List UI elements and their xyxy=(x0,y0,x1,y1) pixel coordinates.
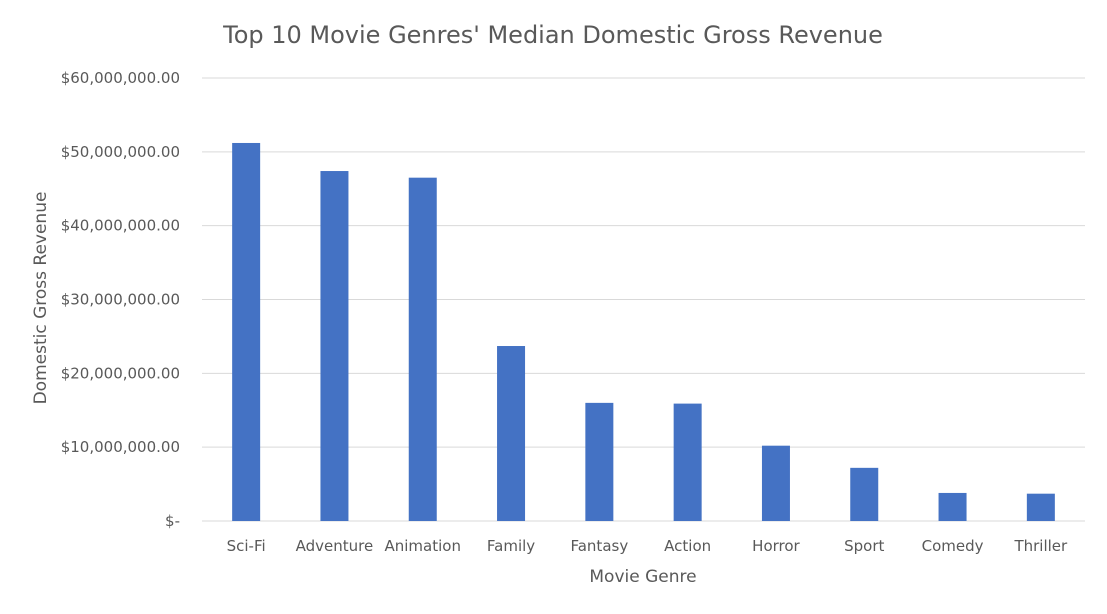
y-axis-ticks: $- $10,000,000.00 $20,000,000.00 $30,000,00… xyxy=(61,69,180,530)
bar-animation xyxy=(408,177,437,522)
bar-sci-fi xyxy=(232,142,261,521)
x-tick-label: Animation xyxy=(385,537,461,555)
y-tick-label: $10,000,000.00 xyxy=(61,438,180,456)
y-tick-label: $20,000,000.00 xyxy=(61,364,180,382)
x-tick-label: Sci-Fi xyxy=(227,537,266,555)
bar-family xyxy=(497,346,526,521)
x-tick-label: Adventure xyxy=(296,537,374,555)
x-axis-title: Movie Genre xyxy=(589,567,696,587)
x-tick-label: Horror xyxy=(752,537,800,555)
bar-sport xyxy=(850,467,879,521)
x-tick-label: Comedy xyxy=(922,537,984,555)
y-tick-label: $- xyxy=(165,512,180,530)
bar-thriller xyxy=(1026,493,1055,521)
x-tick-label: Family xyxy=(487,537,535,555)
chart-title: Top 10 Movie Genres' Median Domestic Gro… xyxy=(222,21,883,49)
gridlines xyxy=(202,77,1085,522)
y-tick-label: $60,000,000.00 xyxy=(61,69,180,87)
bar-horror xyxy=(761,445,790,521)
bar-action xyxy=(673,403,702,521)
y-axis-title: Domestic Gross Revenue xyxy=(31,192,51,405)
y-tick-label: $30,000,000.00 xyxy=(61,291,180,309)
bar-adventure xyxy=(320,171,349,521)
bars xyxy=(232,142,1055,522)
x-tick-label: Thriller xyxy=(1013,537,1068,555)
x-tick-label: Sport xyxy=(844,537,884,555)
x-axis-ticks: Sci-Fi Adventure Animation Family Fantasy Act… xyxy=(227,537,1068,555)
x-tick-label: Action xyxy=(664,537,711,555)
bar-comedy xyxy=(938,492,967,521)
x-tick-label: Fantasy xyxy=(570,537,628,555)
y-tick-label: $50,000,000.00 xyxy=(61,143,180,161)
bar-fantasy xyxy=(585,402,614,521)
y-tick-label: $40,000,000.00 xyxy=(61,217,180,235)
